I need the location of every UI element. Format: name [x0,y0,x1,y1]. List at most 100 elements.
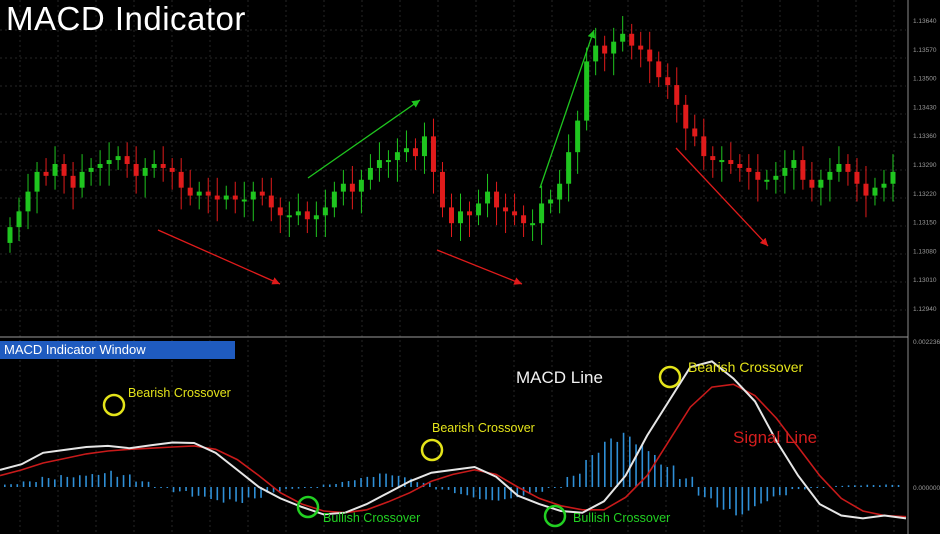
macd-tick-label: 0.002236 [913,339,940,346]
histogram-bar [760,487,762,504]
candle-body [133,164,139,176]
histogram-bar [447,487,450,490]
crossover-marker [296,495,320,519]
histogram-bar [322,484,325,487]
trend-arrow [307,99,421,179]
candle-body [97,164,103,168]
histogram-series [4,432,900,516]
histogram-bar [297,487,300,489]
histogram-bar [791,487,794,490]
histogram-bar [197,487,200,496]
histogram-bar [79,475,81,487]
histogram-bar [729,487,731,509]
histogram-bar [841,485,844,487]
candle-body [638,45,644,50]
candlestick-series [7,16,896,253]
histogram-bar [522,487,525,496]
price-tick-label: 1.12940 [913,306,937,313]
candle-body [268,195,274,208]
candle-body [79,171,85,188]
candle-body [629,33,635,46]
histogram-bar [891,484,894,487]
histogram-bar [560,487,562,488]
histogram-bar [147,481,150,487]
histogram-bar [485,487,487,500]
histogram-bar [491,487,494,501]
histogram-bar [691,476,694,487]
candle-body [340,183,346,192]
histogram-bar [897,484,900,487]
candle-body [178,171,184,188]
histogram-bar [822,487,825,488]
histogram-bar [472,487,475,498]
macd-tick-label: 0.000000 [913,485,940,492]
candle-body [367,167,373,180]
histogram-bar [122,475,125,487]
histogram-bar [541,487,544,492]
histogram-bar [41,476,44,487]
crossover-marker [102,393,126,417]
candle-body [611,41,617,54]
candle-body [385,160,391,163]
trend-arrows [157,29,769,285]
candle-body [295,211,301,216]
histogram-bar [291,487,294,489]
histogram-bar [672,465,675,487]
candle-body [719,160,725,163]
histogram-bar [97,474,100,487]
candle-body [494,191,500,208]
candle-body [854,171,860,184]
histogram-bar [379,473,381,487]
candle-body [70,175,76,188]
candle-body [863,183,869,196]
candle-body [530,223,536,226]
candle-body [728,160,734,164]
price-tick-label: 1.13360 [913,133,937,140]
histogram-bar [16,484,19,487]
crossover-label: Bearish Crossover [688,359,803,375]
histogram-bar [685,478,687,487]
candle-body [196,191,202,196]
macd-line-series [0,360,907,520]
histogram-bar [504,487,506,500]
grid [0,0,909,534]
histogram-bar [285,487,287,490]
histogram-bar [166,487,169,488]
histogram-bar [216,487,219,501]
histogram-bar [860,485,862,487]
histogram-bar [879,485,881,487]
histogram-bar [335,484,337,487]
histogram-bar [704,487,706,498]
crossover-marker [543,504,567,528]
candle-body [755,171,761,180]
histogram-bar [622,432,625,487]
histogram-bar [454,487,456,494]
histogram-bar [735,487,737,516]
candle-body [782,167,788,176]
histogram-bar [804,487,806,490]
candle-body [692,128,698,137]
candle-body [322,207,328,216]
histogram-bar [22,481,25,487]
price-tick-label: 1.13290 [913,162,937,169]
histogram-bar [135,481,137,487]
candle-body [827,171,833,180]
candle-body [746,167,752,172]
histogram-bar [229,487,231,500]
candle-body [7,227,13,243]
histogram-bar [497,487,500,501]
histogram-bar [60,475,62,487]
candle-body [25,191,31,212]
candle-body [548,199,554,204]
histogram-bar [66,476,69,487]
candle-body [286,215,292,218]
candle-body [809,179,815,188]
price-tick-label: 1.13640 [913,18,937,25]
histogram-bar [35,482,37,487]
trend-arrow [157,229,281,285]
histogram-bar [585,459,587,487]
candle-body [665,77,671,86]
histogram-bar [635,444,637,487]
candle-body [872,187,878,196]
